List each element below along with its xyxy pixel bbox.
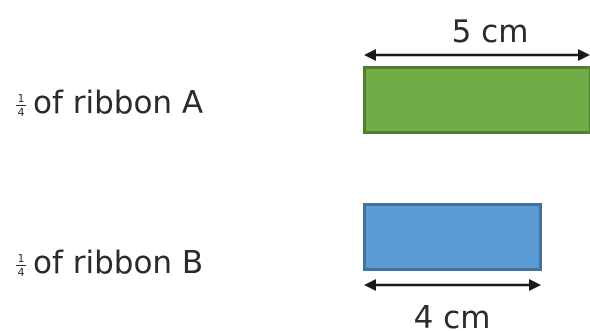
ribbon-a-label: 1 4 of ribbon A [16,88,203,119]
ribbon-a-length-label: 5 cm [452,14,529,50]
ribbon-a-fraction: 1 4 [16,91,26,120]
ribbon-b-label-text: of ribbon B [33,245,204,281]
ribbon-b-label: 1 4 of ribbon B [16,248,203,279]
ribbon-a-label-text: of ribbon A [33,85,204,121]
ribbon-b-bar [363,203,542,271]
ribbon-b-fraction-denominator: 4 [17,266,25,280]
fraction-bar [16,264,26,267]
ribbon-a-fraction-numerator: 1 [17,91,25,105]
ribbon-a-double-arrow [364,49,590,61]
fraction-bar [16,104,26,107]
ribbon-a-bar [363,66,590,134]
ribbon-b-length-label: 4 cm [414,300,491,331]
ribbon-b-fraction-numerator: 1 [17,251,25,265]
ribbon-b-double-arrow [364,279,541,291]
ribbon-b-fraction: 1 4 [16,251,26,280]
ribbon-a-fraction-denominator: 4 [17,106,25,120]
